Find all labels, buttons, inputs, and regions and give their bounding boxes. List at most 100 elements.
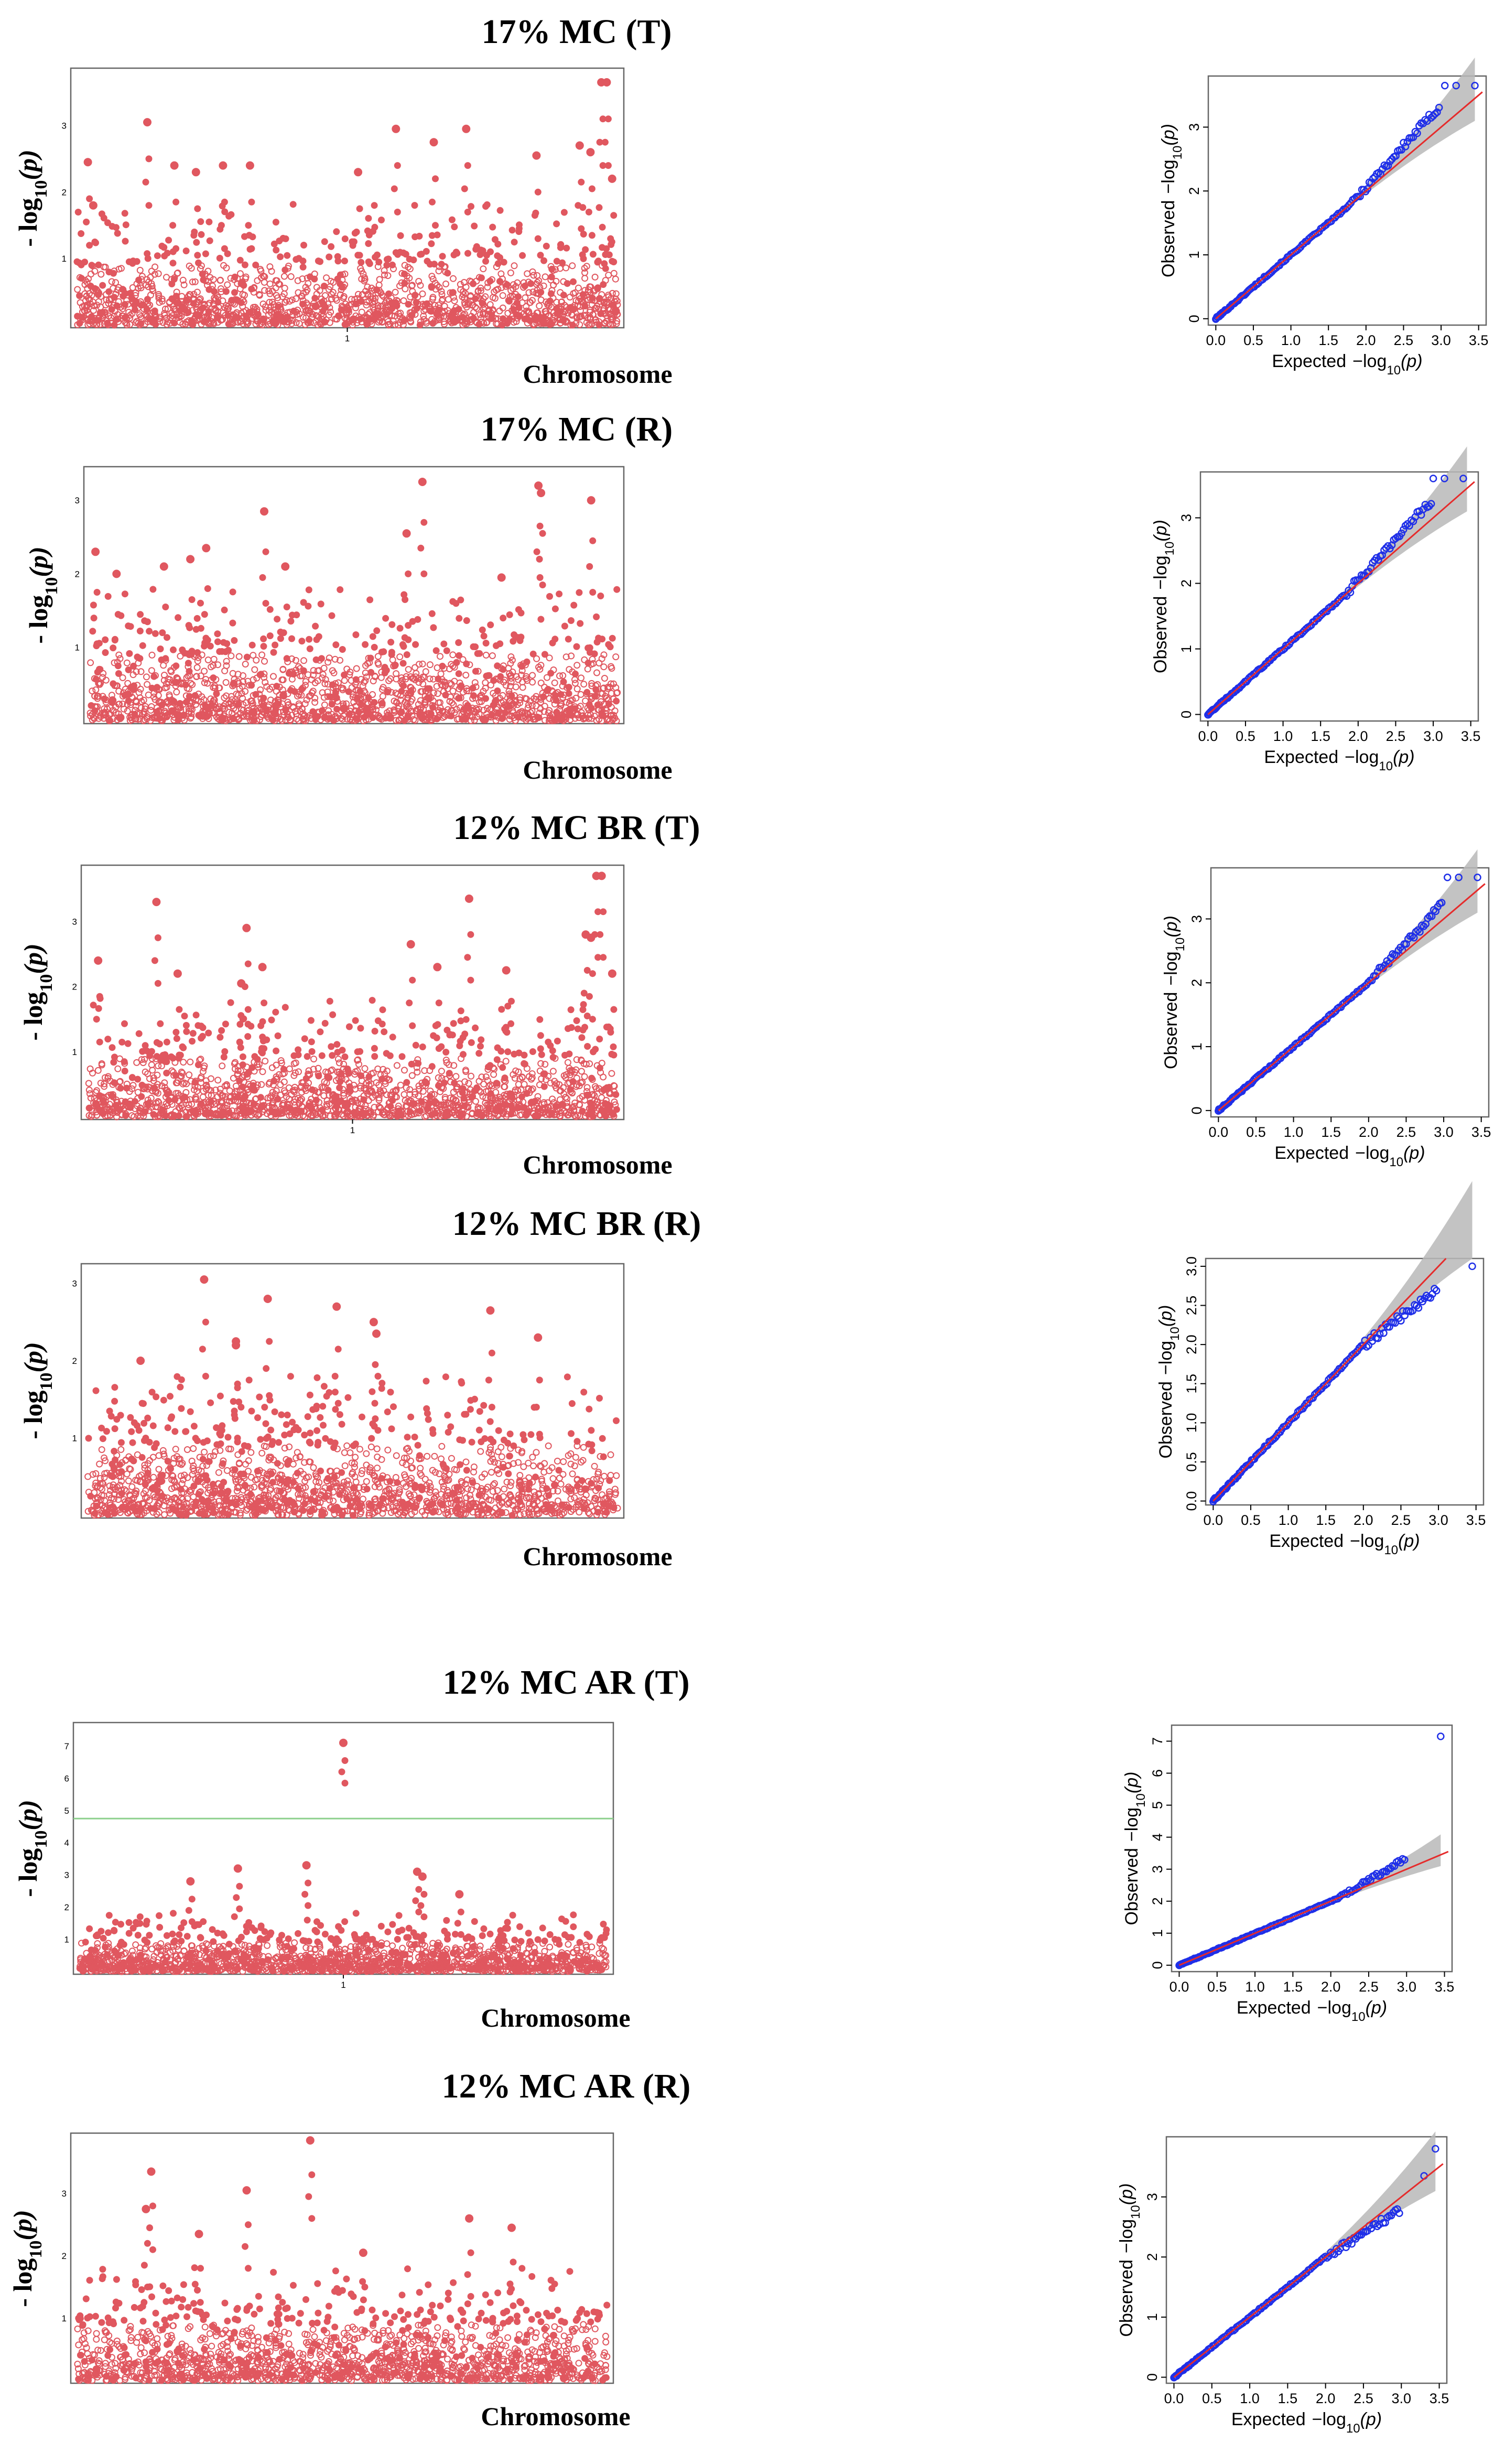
snp-point	[164, 250, 171, 257]
snp-point	[489, 223, 496, 231]
snp-point	[536, 1016, 544, 1023]
y-tick-label: 2	[75, 569, 80, 579]
snp-point	[160, 662, 167, 669]
snp-point	[321, 701, 328, 708]
snp-point	[467, 931, 474, 938]
snp-point	[274, 616, 281, 623]
snp-point	[493, 1056, 501, 1063]
snp-point	[394, 208, 401, 216]
snp-point	[186, 1071, 193, 1079]
snp-point	[93, 589, 101, 596]
snp-point	[536, 555, 543, 563]
snp-point	[432, 175, 439, 182]
snp-point	[482, 651, 490, 659]
snp-point	[159, 1106, 166, 1114]
snp-point	[581, 275, 589, 282]
x-axis-label: Chromosome	[523, 755, 672, 784]
snp-point	[546, 654, 553, 662]
snp-peak-point	[89, 201, 98, 210]
snp-point	[121, 590, 128, 598]
snp-peak-point	[406, 940, 415, 949]
snp-point	[300, 657, 307, 664]
snp-point	[610, 1043, 617, 1050]
snp-point	[401, 316, 408, 324]
snp-point	[501, 1025, 508, 1032]
snp-point	[401, 262, 408, 269]
snp-point	[376, 276, 383, 283]
snp-point	[191, 228, 198, 235]
snp-point	[206, 237, 213, 244]
snp-point	[318, 1052, 326, 1059]
snp-point	[202, 277, 209, 285]
snp-point	[315, 633, 322, 640]
snp-point	[321, 1020, 329, 1027]
snp-point	[537, 1032, 544, 1039]
snp-point	[326, 253, 333, 261]
snp-point	[318, 655, 325, 662]
snp-point	[182, 1021, 190, 1029]
snp-point	[392, 288, 399, 296]
snp-point	[371, 202, 378, 209]
snp-point	[537, 616, 545, 623]
snp-point	[197, 218, 204, 225]
snp-peak-point	[94, 956, 103, 965]
snp-point	[507, 1020, 515, 1027]
snp-point	[294, 277, 301, 284]
y-label-subscript: 10	[37, 974, 56, 992]
snp-point	[570, 601, 578, 609]
snp-point	[96, 993, 103, 1000]
snp-peak-point	[159, 562, 168, 571]
snp-point	[581, 656, 588, 663]
snp-point	[589, 537, 597, 544]
snp-point	[516, 221, 523, 229]
snp-point	[514, 279, 521, 286]
snp-point	[561, 622, 568, 630]
snp-point	[438, 291, 446, 298]
snp-point	[172, 198, 180, 206]
snp-point	[135, 1030, 143, 1037]
snp-point	[214, 638, 221, 645]
snp-point	[90, 601, 97, 609]
snp-point	[145, 155, 153, 163]
snp-point	[295, 1051, 302, 1059]
y-label-suffix: (p)	[18, 943, 48, 974]
snp-point	[181, 1013, 188, 1020]
snp-point	[324, 1086, 332, 1094]
snp-point	[108, 306, 115, 313]
snp-point	[121, 1058, 128, 1066]
snp-point	[522, 294, 529, 302]
snp-point	[487, 621, 494, 629]
snp-point	[536, 302, 543, 309]
y-tick-label: 3	[75, 496, 80, 505]
snp-point	[363, 705, 370, 712]
y-tick-label: 2	[62, 187, 67, 197]
snp-point	[578, 1068, 585, 1075]
snp-point	[589, 251, 597, 258]
snp-point	[473, 305, 480, 312]
snp-point	[511, 239, 518, 246]
snp-point	[424, 257, 431, 265]
snp-point	[262, 548, 269, 555]
snp-point	[500, 615, 507, 622]
snp-point	[78, 314, 85, 321]
snp-point	[438, 1068, 445, 1075]
snp-point	[588, 1074, 596, 1082]
snp-point	[320, 302, 328, 309]
snp-point	[205, 218, 213, 225]
snp-point	[168, 1053, 175, 1060]
manhattan-points	[85, 871, 620, 1121]
snp-point	[371, 1028, 378, 1035]
snp-point	[548, 320, 555, 328]
snp-point	[560, 678, 567, 685]
snp-point	[139, 1048, 146, 1055]
snp-point	[91, 238, 99, 245]
snp-point	[383, 1050, 390, 1057]
snp-point	[305, 602, 312, 610]
snp-point	[273, 1047, 280, 1055]
snp-point	[473, 243, 480, 250]
snp-point	[221, 198, 228, 206]
snp-point	[521, 1051, 528, 1059]
snp-point	[496, 640, 504, 648]
snp-point	[456, 1042, 463, 1049]
snp-peak-point	[392, 124, 400, 133]
